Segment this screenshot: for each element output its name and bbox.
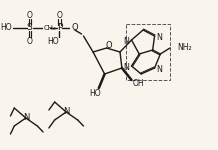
Text: O: O	[27, 11, 33, 20]
Text: O: O	[72, 24, 78, 33]
Text: S: S	[27, 24, 32, 33]
Text: O: O	[105, 40, 112, 50]
Text: CH₂: CH₂	[44, 25, 57, 31]
Text: N: N	[123, 63, 129, 72]
Bar	[126, 24, 170, 80]
Text: HO: HO	[1, 24, 12, 33]
Text: O: O	[56, 11, 62, 20]
Text: N: N	[63, 108, 69, 117]
Text: N: N	[23, 114, 29, 123]
Text: HO: HO	[47, 36, 58, 45]
Text: N: N	[123, 36, 129, 45]
Text: P: P	[57, 24, 62, 33]
Text: NH₂: NH₂	[178, 44, 192, 52]
Text: N: N	[157, 33, 162, 42]
Text: OH: OH	[132, 80, 144, 88]
Text: N: N	[157, 66, 162, 75]
Text: HO: HO	[89, 88, 101, 98]
Text: O: O	[27, 36, 33, 45]
